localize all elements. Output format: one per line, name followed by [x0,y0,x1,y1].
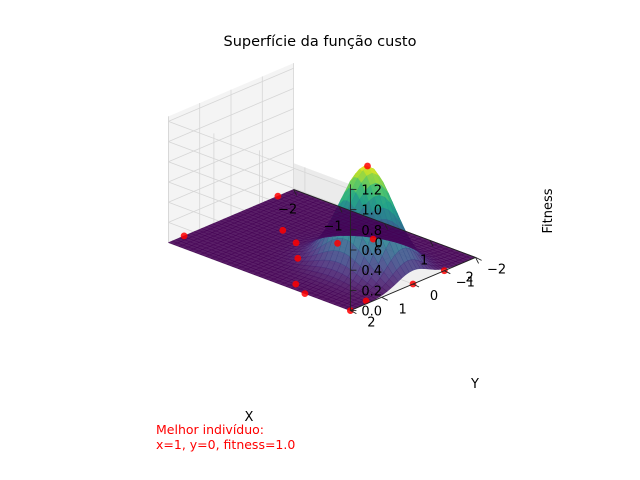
population-point [334,239,341,247]
x-tick-label: −1 [324,219,343,234]
x-tick-label: 1 [420,253,428,268]
grid-line [168,168,294,223]
population-point [274,192,282,200]
x-tick-mark [384,223,389,230]
x-tick-mark [475,257,480,264]
annotation-line-2: x=1, y=0, fitness=1.0 [156,437,296,452]
population-point [301,290,309,297]
z-tick-label: 0.8 [361,224,382,239]
annotation-line-1: Melhor indivíduo: [156,422,265,437]
y-tick-label: 1 [399,302,407,317]
z-tick-label: 1.2 [361,183,382,198]
y-tick-label: 0 [430,289,438,304]
best-individual-annotation: Melhor indivíduo: x=1, y=0, fitness=1.0 [156,422,295,452]
grid-line [168,128,294,183]
population-point [294,254,302,262]
y-tick-mark [350,310,357,315]
population-point [362,297,370,305]
z-tick-label: 0.2 [361,284,382,299]
x-tick-mark [429,240,434,247]
population-point [180,232,188,240]
population-points [180,162,448,314]
y-tick-mark [381,296,388,301]
y-tick-label: 2 [367,316,375,331]
x-tick-label: 0 [374,236,382,251]
y-tick-label: −1 [456,276,475,291]
x-tick-mark [338,206,343,213]
y-tick-label: −2 [487,262,506,277]
x-tick-mark [293,189,298,196]
y-tick-mark [412,283,420,288]
population-point [364,162,371,170]
y-tick-mark [475,256,482,261]
z-tick-label: 0.6 [361,244,382,259]
z-tick-label: 0.0 [361,305,382,320]
z-tick-label: 0.4 [361,264,382,279]
population-point [279,226,287,234]
population-point [292,239,300,247]
x-tick-label: −2 [278,202,297,217]
grid-line [168,67,294,122]
surface-mesh [167,165,477,311]
grid-line [168,148,294,203]
z-axis-label: Fitness [541,188,556,233]
grid-line [168,141,351,210]
x-tick-label: 2 [465,270,473,285]
y-axis-label: Y [470,377,479,392]
x-axis-label: X [245,410,254,425]
z-tick-label: 1.0 [361,204,382,219]
grid-line [168,121,351,190]
grid-line [168,88,294,142]
y-tick-mark [444,270,451,275]
grid-line [168,108,294,163]
population-point [292,280,300,288]
population-point [369,235,377,243]
chart-title: Superfície da função custo [223,34,417,50]
